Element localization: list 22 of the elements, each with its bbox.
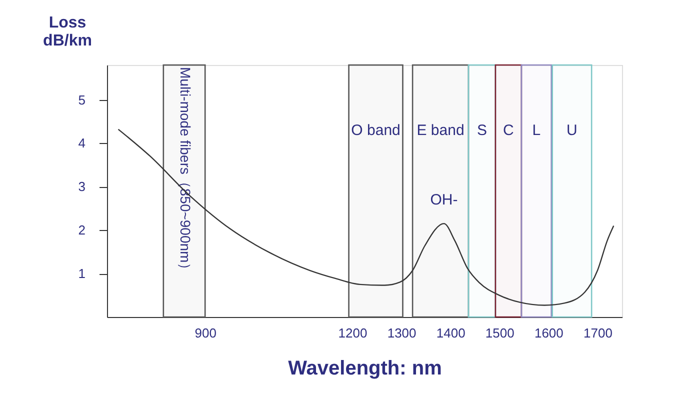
- y-axis-title: Loss dB/km: [43, 14, 92, 50]
- x-tick-label: 1500: [485, 326, 514, 340]
- band-label: S: [476, 122, 487, 139]
- annotation: OH-: [430, 192, 458, 209]
- band-label: O band: [351, 122, 400, 139]
- x-tick-label: 900: [194, 326, 216, 340]
- y-tick-label: 1: [78, 266, 86, 282]
- band-label: L: [532, 122, 541, 139]
- band-label: Multi-mode fibers（850~900nm）: [177, 67, 194, 277]
- y-tick-label: 4: [78, 136, 86, 151]
- x-tick-label: 1200: [338, 326, 368, 340]
- x-tick-label: 1600: [534, 326, 564, 340]
- x-tick-label: 1700: [584, 326, 612, 340]
- y-tick-label: 5: [78, 92, 86, 108]
- x-tick-label: 1300: [387, 326, 416, 340]
- x-axis-title: Wavelength: nm: [288, 358, 442, 380]
- band-label: U: [566, 122, 578, 139]
- y-tick-label: 2: [78, 222, 86, 238]
- band-label: C: [503, 122, 514, 139]
- y-tick-label: 3: [78, 179, 86, 194]
- x-tick-label: 1400: [436, 326, 466, 340]
- band-label: E band: [416, 122, 464, 139]
